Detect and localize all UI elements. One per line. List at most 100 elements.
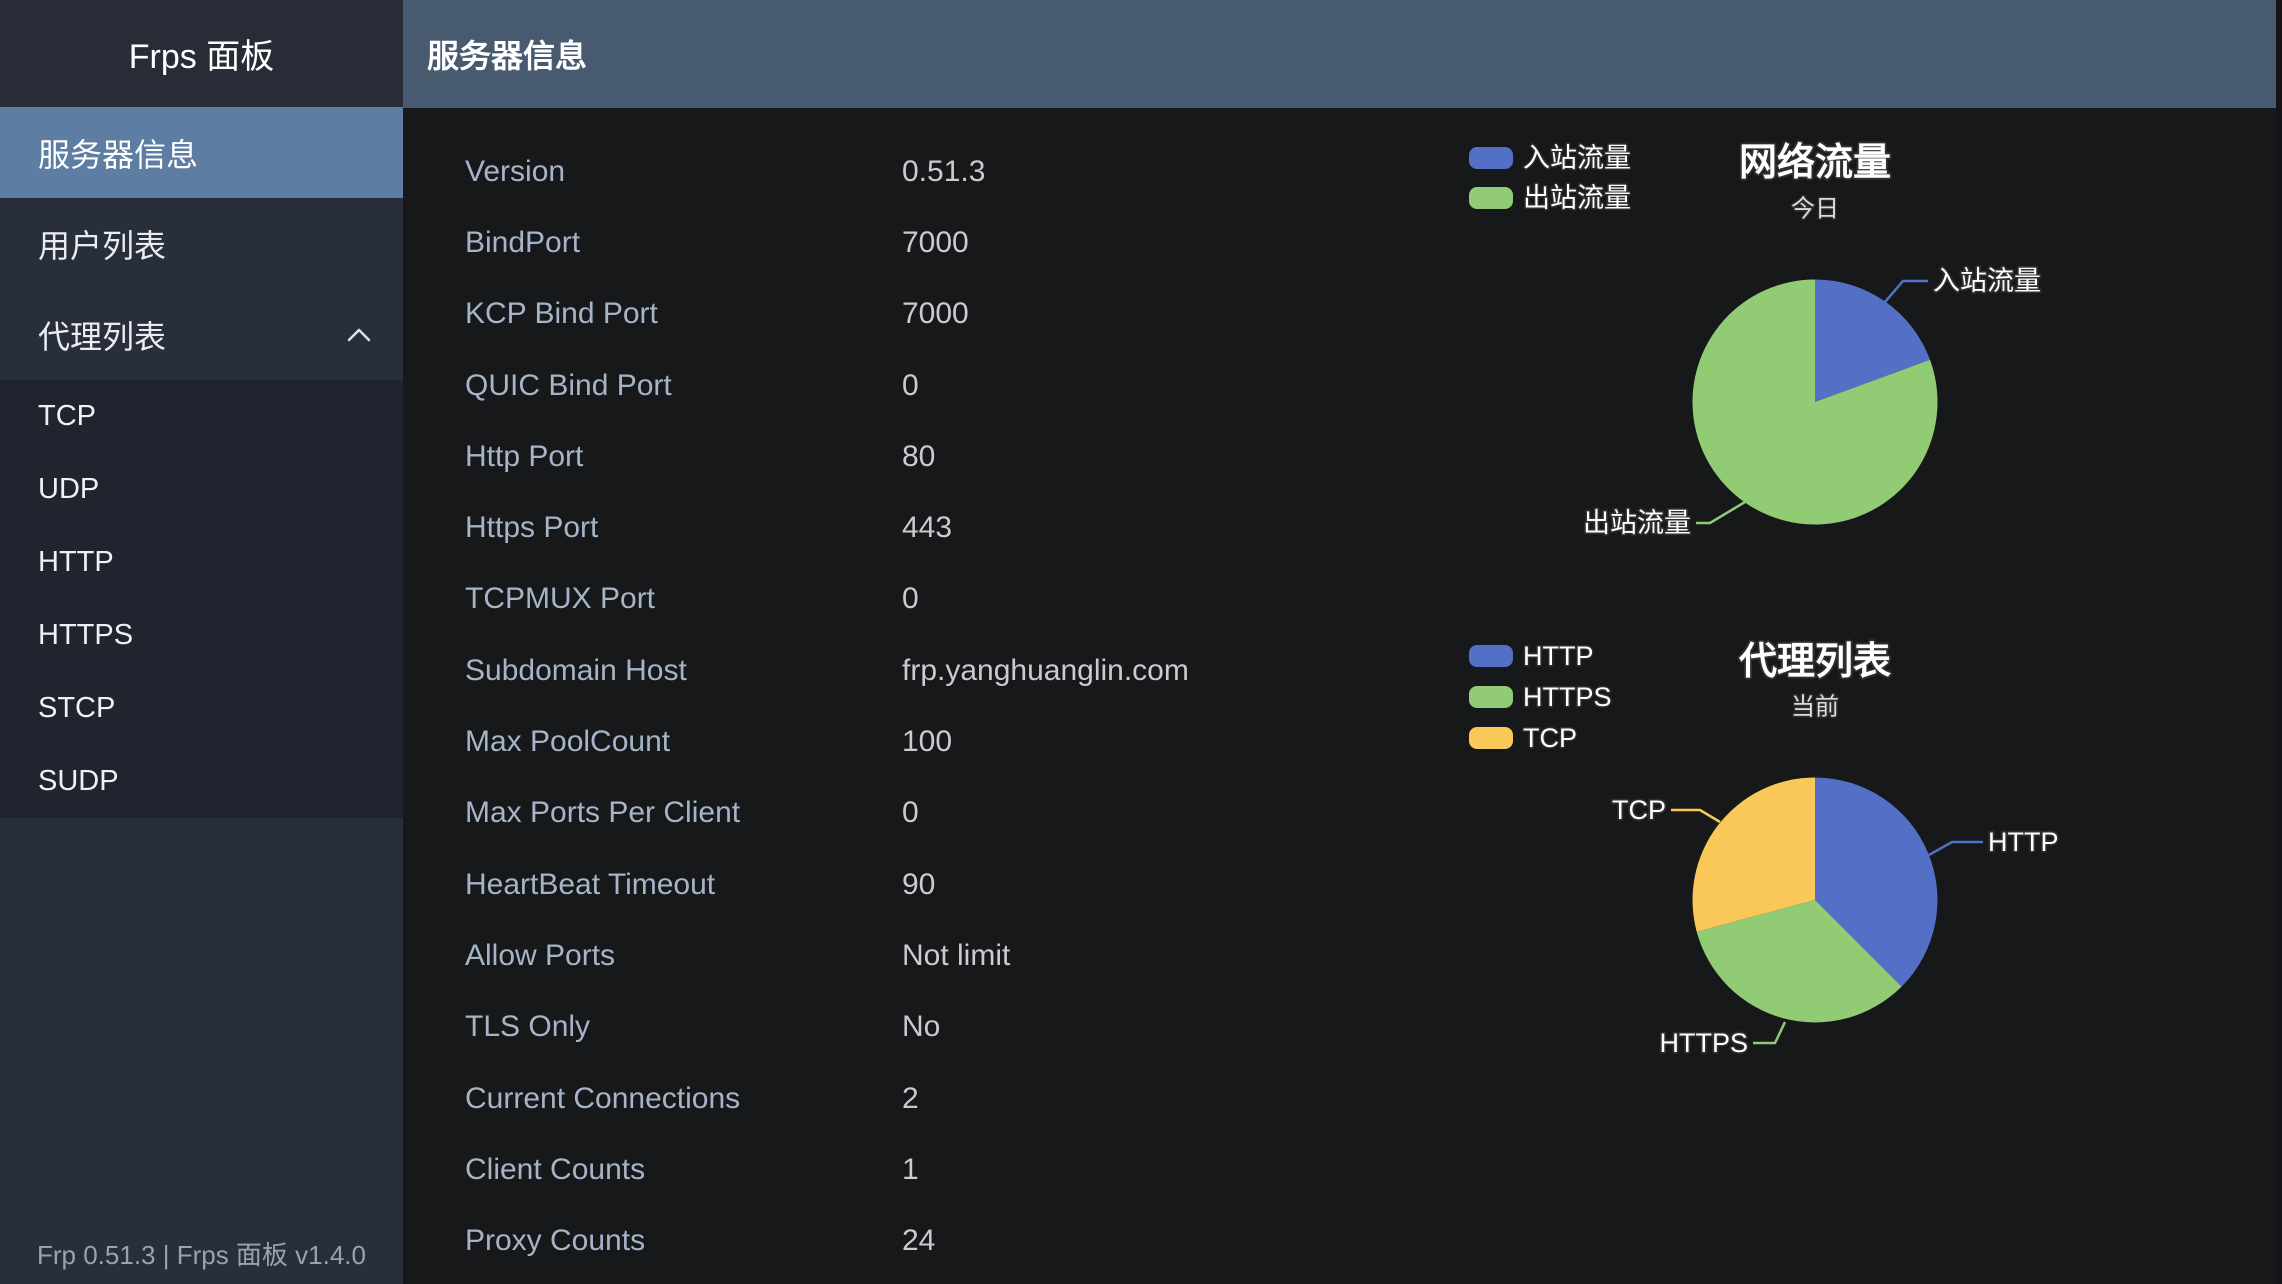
info-label: Allow Ports bbox=[465, 938, 616, 972]
info-value: 0.51.3 bbox=[902, 154, 986, 188]
page-title: 服务器信息 bbox=[427, 38, 588, 74]
legend-label-https[interactable]: HTTPS bbox=[1522, 681, 1614, 714]
traffic-pie bbox=[1692, 279, 1938, 525]
info-value: 443 bbox=[902, 511, 953, 545]
info-row: TCPMUX Port 0 bbox=[403, 564, 1413, 635]
legend-label-http[interactable]: HTTP bbox=[1522, 640, 1596, 673]
sidebar-subitem-tcp[interactable]: TCP bbox=[0, 380, 403, 453]
info-label: TLS Only bbox=[465, 1010, 591, 1044]
legend-label-inbound[interactable]: 入站流量 bbox=[1522, 142, 1633, 175]
proxy-pie bbox=[1692, 777, 1938, 1023]
info-label: QUIC Bind Port bbox=[465, 368, 672, 402]
info-value: 7000 bbox=[902, 225, 969, 259]
info-row: QUIC Bind Port 0 bbox=[403, 350, 1413, 421]
subitem-label: HTTP bbox=[38, 546, 114, 578]
info-row: Max Ports Per Client 0 bbox=[403, 778, 1413, 849]
pie-label-inbound: 入站流量 bbox=[1933, 266, 2041, 296]
subitem-label: TCP bbox=[38, 400, 96, 432]
label-line-http bbox=[1928, 840, 1983, 857]
sidebar-item-label: 用户列表 bbox=[38, 227, 167, 264]
pie-slice-入站流量[interactable] bbox=[1815, 279, 1930, 403]
sidebar-subitem-https[interactable]: HTTPS bbox=[0, 599, 403, 672]
info-row: TLS Only No bbox=[403, 992, 1413, 1063]
legend-swatch-inbound[interactable] bbox=[1469, 147, 1513, 169]
info-value: 7000 bbox=[902, 297, 969, 331]
pie-slice-HTTP[interactable] bbox=[1815, 777, 1938, 987]
chevron-up-icon bbox=[345, 326, 373, 344]
info-label: Subdomain Host bbox=[465, 653, 687, 687]
sidebar: Frps 面板 服务器信息 用户列表 代理列表 TCP UDP HTTP HTT… bbox=[0, 0, 403, 1284]
network-traffic-chart: 入站流量 出站流量 网络流量 今日 入站流量 出站流量 bbox=[1430, 120, 2210, 610]
pie-slice-出站流量[interactable] bbox=[1692, 279, 1938, 525]
info-label: HeartBeat Timeout bbox=[465, 867, 716, 901]
subitem-label: SUDP bbox=[38, 765, 119, 797]
sidebar-item-user-list[interactable]: 用户列表 bbox=[0, 198, 403, 289]
subitem-label: HTTPS bbox=[38, 619, 134, 651]
legend-swatch-tcp[interactable] bbox=[1469, 727, 1513, 749]
sidebar-subitem-udp[interactable]: UDP bbox=[0, 453, 403, 526]
pie-label-http: HTTP bbox=[1988, 827, 2059, 857]
chart-subtitle: 今日 bbox=[1791, 196, 1839, 223]
server-info-list: Version 0.51.3 BindPort 7000 KCP Bind Po… bbox=[403, 136, 1413, 1277]
info-label: TCPMUX Port bbox=[465, 582, 656, 616]
info-row: Https Port 443 bbox=[403, 492, 1413, 563]
info-label: Proxy Counts bbox=[465, 1224, 646, 1258]
info-row: Client Counts 1 bbox=[403, 1134, 1413, 1205]
proxy-list-chart: HTTP HTTPS TCP 代理列表 当前 HTTP HTTPS TCP bbox=[1430, 620, 2210, 1110]
info-value: 90 bbox=[902, 867, 936, 901]
info-label: BindPort bbox=[465, 225, 581, 259]
info-value: 100 bbox=[902, 725, 953, 759]
sidebar-subitem-stcp[interactable]: STCP bbox=[0, 672, 403, 745]
legend-label-tcp[interactable]: TCP bbox=[1522, 722, 1579, 755]
info-value: 0 bbox=[902, 796, 919, 830]
legend-swatch-https[interactable] bbox=[1469, 686, 1513, 708]
pie-label-https: HTTPS bbox=[1659, 1028, 1748, 1058]
info-value: Not limit bbox=[902, 938, 1011, 972]
info-value: frp.yanghuanglin.com bbox=[902, 653, 1189, 687]
scrollbar-track[interactable] bbox=[2276, 0, 2282, 1284]
info-label: KCP Bind Port bbox=[465, 297, 658, 331]
info-value: 2 bbox=[902, 1081, 919, 1115]
info-row: Max PoolCount 100 bbox=[403, 706, 1413, 777]
label-line-tcp bbox=[1671, 808, 1721, 824]
version-footer: Frp 0.51.3 | Frps 面板 v1.4.0 bbox=[37, 1240, 366, 1270]
info-row: Http Port 80 bbox=[403, 421, 1413, 492]
info-row: Current Connections 2 bbox=[403, 1063, 1413, 1134]
pie-slice-TCP[interactable] bbox=[1692, 777, 1815, 932]
pie-slice-HTTPS[interactable] bbox=[1696, 900, 1902, 1023]
info-label: Max Ports Per Client bbox=[465, 796, 741, 830]
app-title: Frps 面板 bbox=[0, 0, 403, 107]
sidebar-item-proxy-list[interactable]: 代理列表 bbox=[0, 289, 403, 380]
sidebar-item-server-info[interactable]: 服务器信息 bbox=[0, 107, 403, 198]
info-row: Version 0.51.3 bbox=[403, 136, 1413, 207]
info-row: BindPort 7000 bbox=[403, 207, 1413, 278]
subitem-label: UDP bbox=[38, 473, 100, 505]
sidebar-item-label: 代理列表 bbox=[38, 318, 167, 355]
subitem-label: STCP bbox=[38, 692, 116, 724]
info-label: Max PoolCount bbox=[465, 725, 671, 759]
info-label: Current Connections bbox=[465, 1081, 741, 1115]
sidebar-subitem-sudp[interactable]: SUDP bbox=[0, 745, 403, 818]
info-row: HeartBeat Timeout 90 bbox=[403, 849, 1413, 920]
info-value: 0 bbox=[902, 582, 919, 616]
proxy-submenu: TCP UDP HTTP HTTPS STCP SUDP bbox=[0, 380, 403, 818]
label-line-outbound bbox=[1696, 500, 1746, 525]
info-value: No bbox=[902, 1010, 941, 1044]
info-value: 80 bbox=[902, 439, 936, 473]
sidebar-subitem-http[interactable]: HTTP bbox=[0, 526, 403, 599]
info-label: Version bbox=[465, 154, 566, 188]
info-row: Proxy Counts 24 bbox=[403, 1205, 1413, 1276]
info-row: KCP Bind Port 7000 bbox=[403, 279, 1413, 350]
chart-title: 网络流量 bbox=[1739, 141, 1891, 184]
info-label: Http Port bbox=[465, 439, 584, 473]
info-label: Client Counts bbox=[465, 1152, 646, 1186]
sidebar-item-label: 服务器信息 bbox=[38, 136, 199, 173]
chart-legend: 入站流量 出站流量 bbox=[1469, 142, 1633, 215]
info-value: 0 bbox=[902, 368, 919, 402]
legend-swatch-outbound[interactable] bbox=[1469, 187, 1513, 209]
pie-label-tcp: TCP bbox=[1612, 795, 1666, 825]
info-value: 1 bbox=[902, 1152, 919, 1186]
legend-label-outbound[interactable]: 出站流量 bbox=[1522, 182, 1633, 215]
info-row: Allow Ports Not limit bbox=[403, 920, 1413, 991]
legend-swatch-http[interactable] bbox=[1469, 645, 1513, 667]
